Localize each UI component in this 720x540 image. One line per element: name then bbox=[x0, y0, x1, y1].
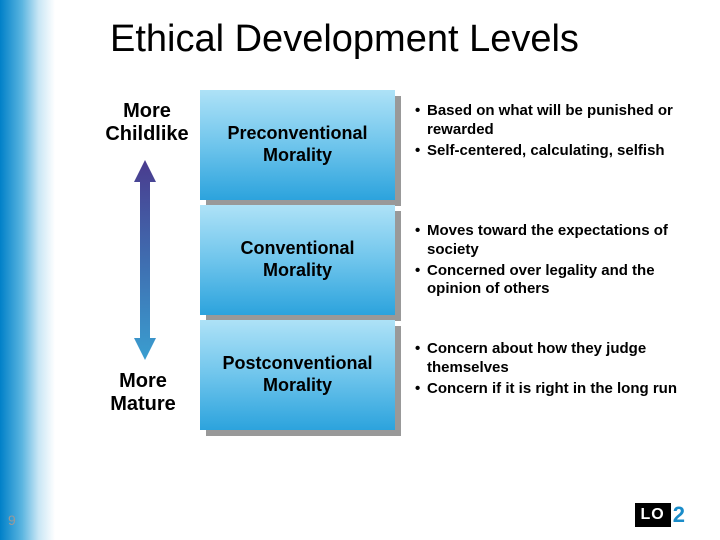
logo-number: 2 bbox=[673, 502, 685, 528]
page-title: Ethical Development Levels bbox=[110, 18, 579, 61]
postconventional-box: Postconventional Morality bbox=[200, 320, 395, 430]
bullet-2-1: Moves toward the expectations of society bbox=[415, 222, 705, 260]
bullet-3-2: Concern if it is right in the long run bbox=[415, 380, 705, 399]
more-mature-line1: More bbox=[119, 370, 167, 392]
left-gradient-bar bbox=[0, 0, 55, 540]
logo: LO 2 bbox=[635, 502, 685, 528]
box2-line2: Morality bbox=[263, 260, 332, 280]
more-childlike-line2: Childlike bbox=[105, 123, 188, 145]
box1-line1: Preconventional bbox=[227, 123, 367, 143]
conventional-box: Conventional Morality bbox=[200, 205, 395, 315]
double-arrow-icon bbox=[134, 160, 156, 360]
box2-line1: Conventional bbox=[240, 238, 354, 258]
page-number: 9 bbox=[8, 512, 16, 528]
more-mature-label: More Mature bbox=[98, 370, 188, 416]
bullets-2: Moves toward the expectations of society… bbox=[415, 222, 705, 301]
box1-line2: Morality bbox=[263, 145, 332, 165]
bullets-3: Concern about how they judge themselves … bbox=[415, 340, 705, 400]
bullet-2-2: Concerned over legality and the opinion … bbox=[415, 262, 705, 300]
box3-line1: Postconventional bbox=[222, 353, 372, 373]
bullet-3-1: Concern about how they judge themselves bbox=[415, 340, 705, 378]
more-childlike-label: More Childlike bbox=[92, 100, 202, 146]
more-childlike-line1: More bbox=[123, 100, 171, 122]
more-mature-line2: Mature bbox=[110, 393, 176, 415]
bullet-1-2: Self-centered, calculating, selfish bbox=[415, 142, 705, 161]
logo-badge: LO bbox=[635, 503, 671, 527]
bullet-1-1: Based on what will be punished or reward… bbox=[415, 102, 705, 140]
bullets-1: Based on what will be punished or reward… bbox=[415, 102, 705, 162]
box3-line2: Morality bbox=[263, 375, 332, 395]
preconventional-box: Preconventional Morality bbox=[200, 90, 395, 200]
